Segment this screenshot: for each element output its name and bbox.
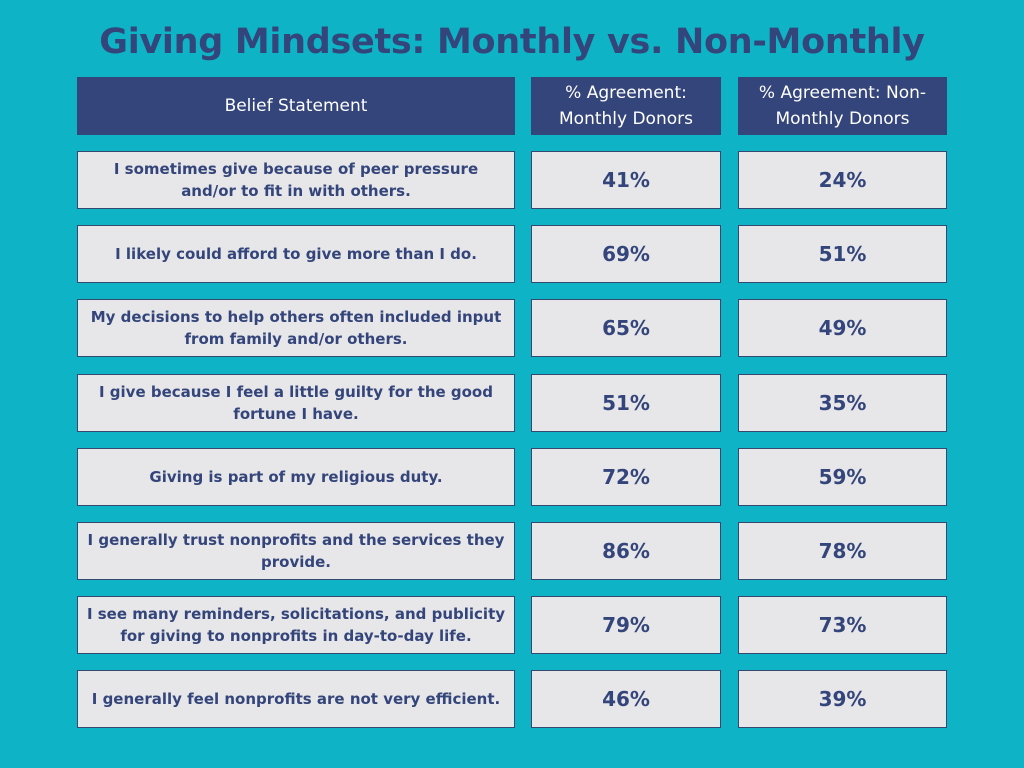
chart-title: Giving Mindsets: Monthly vs. Non-Monthly xyxy=(99,22,925,62)
belief-statement-cell: Giving is part of my religious duty. xyxy=(77,448,515,506)
belief-statement-cell: My decisions to help others often includ… xyxy=(77,299,515,357)
non-monthly-donors-value: 59% xyxy=(738,448,947,506)
non-monthly-donors-value: 39% xyxy=(738,670,947,728)
belief-statement-cell: I generally trust nonprofits and the ser… xyxy=(77,522,515,580)
belief-statement-cell: I likely could afford to give more than … xyxy=(77,225,515,283)
non-monthly-donors-value: 78% xyxy=(738,522,947,580)
monthly-donors-value: 65% xyxy=(531,299,721,357)
monthly-donors-value: 51% xyxy=(531,374,721,432)
monthly-donors-value: 79% xyxy=(531,596,721,654)
non-monthly-donors-value: 35% xyxy=(738,374,947,432)
belief-statement-cell: I generally feel nonprofits are not very… xyxy=(77,670,515,728)
non-monthly-donors-value: 51% xyxy=(738,225,947,283)
belief-statement-cell: I see many reminders, solicitations, and… xyxy=(77,596,515,654)
monthly-donors-value: 69% xyxy=(531,225,721,283)
belief-statement-cell: I give because I feel a little guilty fo… xyxy=(77,374,515,432)
monthly-donors-value: 46% xyxy=(531,670,721,728)
non-monthly-donors-value: 49% xyxy=(738,299,947,357)
monthly-donors-value: 72% xyxy=(531,448,721,506)
non-monthly-donors-value: 73% xyxy=(738,596,947,654)
header-monthly-donors: % Agreement: Monthly Donors xyxy=(531,77,721,135)
header-belief-statement: Belief Statement xyxy=(77,77,515,135)
monthly-donors-value: 86% xyxy=(531,522,721,580)
belief-statement-cell: I sometimes give because of peer pressur… xyxy=(77,151,515,209)
header-non-monthly-donors: % Agreement: Non-Monthly Donors xyxy=(738,77,947,135)
non-monthly-donors-value: 24% xyxy=(738,151,947,209)
monthly-donors-value: 41% xyxy=(531,151,721,209)
